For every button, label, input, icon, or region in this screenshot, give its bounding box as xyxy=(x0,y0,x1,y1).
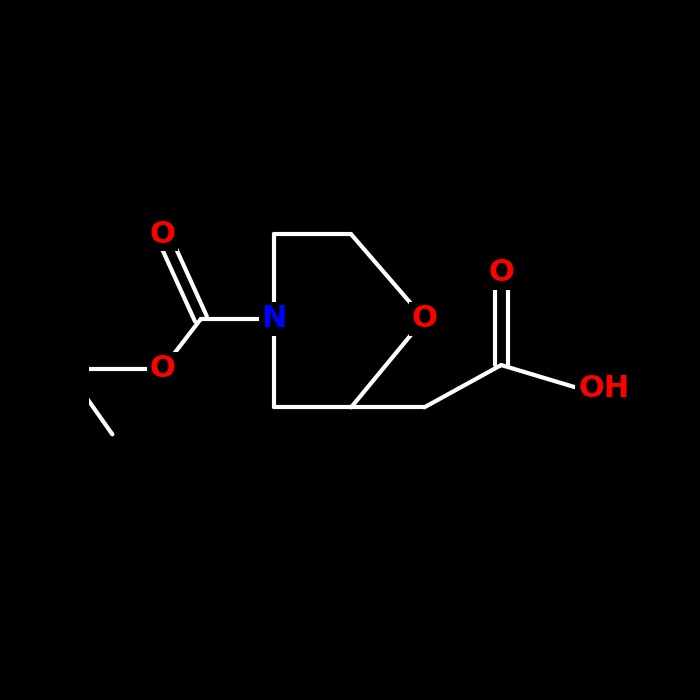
Text: O: O xyxy=(150,220,175,248)
Text: O: O xyxy=(412,304,437,333)
Text: O: O xyxy=(150,354,175,384)
Text: N: N xyxy=(261,304,287,333)
Text: O: O xyxy=(489,258,514,287)
Text: OH: OH xyxy=(578,374,629,402)
